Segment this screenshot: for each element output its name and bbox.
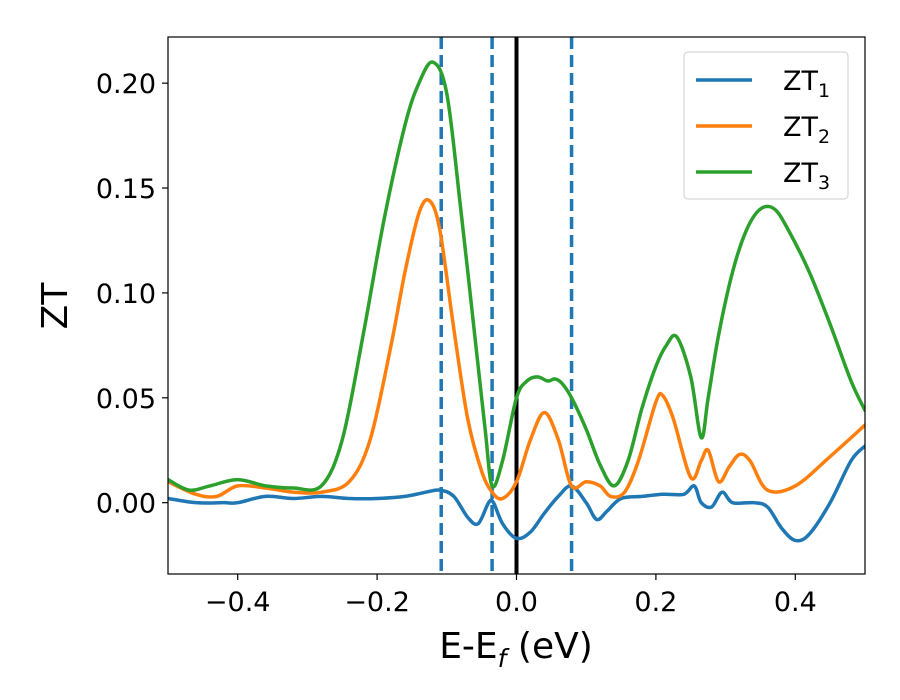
x-tick-label: −0.2 [344,587,410,618]
y-tick-label: 0.10 [96,279,156,310]
y-axis: 0.00 0.05 0.10 0.15 0.20 [96,69,168,520]
series-line-zt2 [168,197,865,501]
x-tick-label: 0.2 [634,587,677,618]
x-axis-label-unit: (eV) [506,626,592,667]
y-tick-label: 0.20 [96,69,156,100]
legend-box [683,51,849,200]
legend-label-zt3: ZT3 [783,158,830,194]
series-line-zt1 [168,444,865,543]
y-axis-label: ZT [35,282,76,330]
legend-label-zt1: ZT1 [783,66,830,102]
x-tick-label: 0.4 [774,587,817,618]
y-tick-label: 0.05 [96,384,156,415]
y-tick-label: 0.15 [96,174,156,205]
y-tick-label: 0.00 [96,489,156,520]
x-axis-label-main: E-E [439,626,497,667]
x-tick-label: −0.4 [205,587,271,618]
x-axis-label: E-Ef (eV) [439,626,593,673]
legend-label-zt2: ZT2 [783,112,830,148]
x-tick-label: 0.0 [495,587,538,618]
x-axis: −0.4 −0.2 0.0 0.2 0.4 [205,574,817,618]
series-layer [168,60,865,543]
legend: ZT1 ZT2 ZT3 [683,51,849,200]
series-line-zt3 [168,60,865,493]
